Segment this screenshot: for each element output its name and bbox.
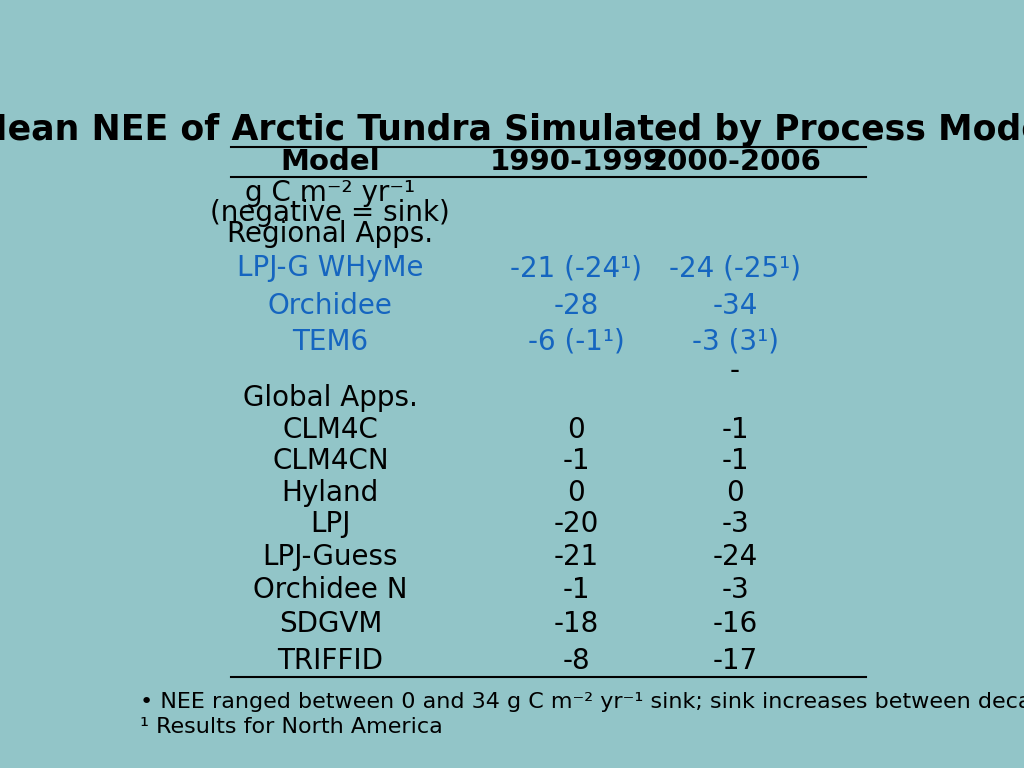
Text: Orchidee N: Orchidee N bbox=[253, 576, 408, 604]
Text: -18: -18 bbox=[554, 610, 599, 638]
Text: -34: -34 bbox=[713, 293, 758, 320]
Text: -3: -3 bbox=[721, 510, 749, 538]
Text: -: - bbox=[730, 356, 740, 385]
Text: Mean NEE of Arctic Tundra Simulated by Process Models: Mean NEE of Arctic Tundra Simulated by P… bbox=[0, 113, 1024, 147]
Text: Orchidee: Orchidee bbox=[268, 293, 393, 320]
Text: Hyland: Hyland bbox=[282, 478, 379, 507]
Text: -21: -21 bbox=[554, 543, 599, 571]
Text: • NEE ranged between 0 and 34 g C m⁻² yr⁻¹ sink; sink increases between decades: • NEE ranged between 0 and 34 g C m⁻² yr… bbox=[140, 692, 1024, 712]
Text: 1990-1999: 1990-1999 bbox=[489, 148, 664, 176]
Text: -3: -3 bbox=[721, 576, 749, 604]
Text: LPJ-G WHyMe: LPJ-G WHyMe bbox=[238, 254, 424, 283]
Text: -24: -24 bbox=[713, 543, 758, 571]
Text: -24 (-25¹): -24 (-25¹) bbox=[669, 254, 801, 283]
Text: 0: 0 bbox=[726, 478, 744, 507]
Text: TEM6: TEM6 bbox=[292, 328, 369, 356]
Text: Model: Model bbox=[281, 148, 380, 176]
Text: -1: -1 bbox=[562, 448, 590, 475]
Text: g C m⁻² yr⁻¹: g C m⁻² yr⁻¹ bbox=[246, 179, 416, 207]
Text: 0: 0 bbox=[567, 478, 586, 507]
Text: -20: -20 bbox=[554, 510, 599, 538]
Text: -3 (3¹): -3 (3¹) bbox=[691, 328, 778, 356]
Text: 0: 0 bbox=[567, 416, 586, 444]
Text: -1: -1 bbox=[721, 448, 749, 475]
Text: -8: -8 bbox=[562, 647, 590, 675]
Text: -16: -16 bbox=[713, 610, 758, 638]
Text: CLM4CN: CLM4CN bbox=[272, 448, 389, 475]
Text: -21 (-24¹): -21 (-24¹) bbox=[510, 254, 642, 283]
Text: -1: -1 bbox=[721, 416, 749, 444]
Text: LPJ-Guess: LPJ-Guess bbox=[262, 543, 398, 571]
Text: -1: -1 bbox=[562, 576, 590, 604]
Text: -6 (-1¹): -6 (-1¹) bbox=[528, 328, 625, 356]
Text: -17: -17 bbox=[713, 647, 758, 675]
Text: Regional Apps.: Regional Apps. bbox=[227, 220, 433, 248]
Text: Global Apps.: Global Apps. bbox=[243, 384, 418, 412]
Text: TRIFFID: TRIFFID bbox=[278, 647, 383, 675]
Text: ¹ Results for North America: ¹ Results for North America bbox=[140, 717, 442, 737]
Text: -28: -28 bbox=[554, 293, 599, 320]
Text: 2000-2006: 2000-2006 bbox=[648, 148, 822, 176]
Text: SDGVM: SDGVM bbox=[279, 610, 382, 638]
Text: LPJ: LPJ bbox=[310, 510, 350, 538]
Text: (negative = sink): (negative = sink) bbox=[211, 199, 451, 227]
Text: CLM4C: CLM4C bbox=[283, 416, 378, 444]
